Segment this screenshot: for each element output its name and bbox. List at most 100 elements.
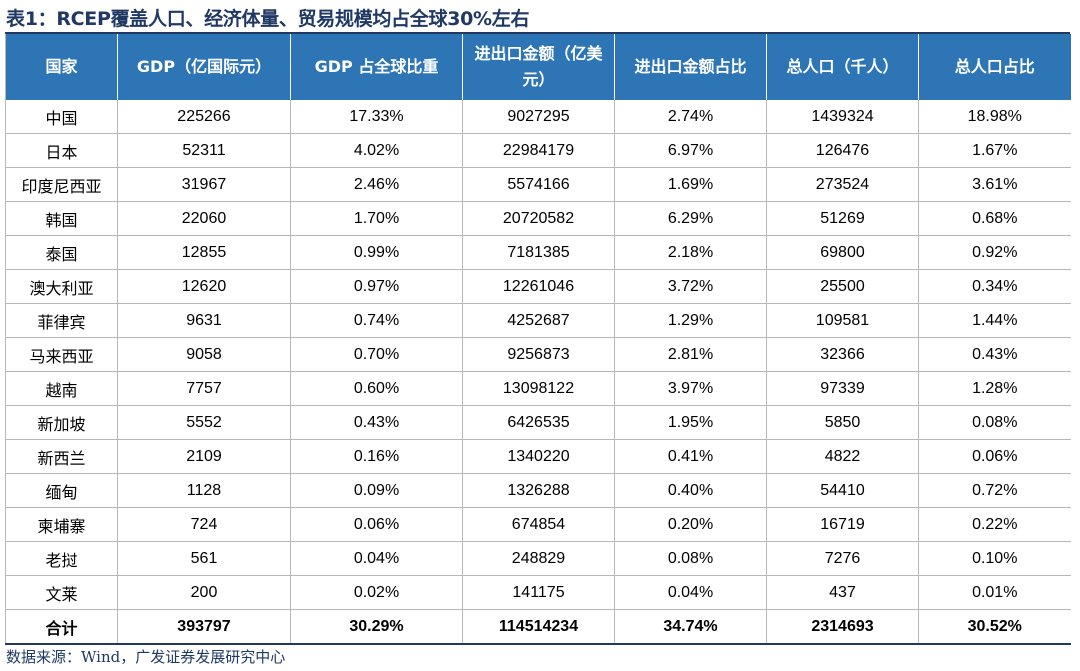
cell-country: 新西兰	[5, 439, 118, 474]
cell-trade: 12261046	[462, 269, 615, 304]
table-row: 菲律宾 9631 0.74% 4252687 1.29% 109581 1.44%	[5, 303, 1071, 338]
cell-trade-share: 2.81%	[614, 337, 767, 372]
cell-trade: 248829	[462, 541, 615, 576]
cell-gdp: 9058	[117, 337, 291, 372]
cell-trade-share: 1.29%	[614, 303, 767, 338]
cell-trade-share: 0.08%	[614, 541, 767, 576]
cell-gdp-share: 0.09%	[290, 473, 463, 508]
cell-population-share: 0.01%	[918, 575, 1071, 610]
cell-country: 印度尼西亚	[5, 167, 118, 202]
table-row: 中国 225266 17.33% 9027295 2.74% 1439324 18.98%	[5, 100, 1071, 134]
header-gdp: GDP（亿国际元）	[117, 34, 291, 100]
cell-country: 新加坡	[5, 405, 118, 440]
cell-trade: 5574166	[462, 167, 615, 202]
cell-gdp: 724	[117, 507, 291, 542]
cell-gdp: 200	[117, 575, 291, 610]
total-trade: 114514234	[462, 609, 615, 645]
cell-population: 51269	[766, 201, 919, 236]
cell-gdp: 12620	[117, 269, 291, 304]
cell-country: 中国	[5, 100, 118, 134]
cell-gdp: 5552	[117, 405, 291, 440]
table-row: 文莱 200 0.02% 141175 0.04% 437 0.01%	[5, 575, 1071, 610]
cell-population-share: 3.61%	[918, 167, 1071, 202]
cell-trade-share: 1.95%	[614, 405, 767, 440]
cell-gdp-share: 4.02%	[290, 133, 463, 168]
cell-population: 69800	[766, 235, 919, 270]
total-gdp: 393797	[117, 609, 291, 645]
cell-population: 54410	[766, 473, 919, 508]
cell-population: 126476	[766, 133, 919, 168]
table-row: 韩国 22060 1.70% 20720582 6.29% 51269 0.68%	[5, 201, 1071, 236]
cell-population-share: 1.28%	[918, 371, 1071, 406]
cell-population: 5850	[766, 405, 919, 440]
cell-trade: 4252687	[462, 303, 615, 338]
cell-country: 日本	[5, 133, 118, 168]
total-population-share: 30.52%	[918, 609, 1071, 645]
cell-gdp-share: 0.60%	[290, 371, 463, 406]
cell-gdp: 1128	[117, 473, 291, 508]
cell-trade: 22984179	[462, 133, 615, 168]
cell-gdp-share: 17.33%	[290, 100, 463, 134]
cell-country: 柬埔寨	[5, 507, 118, 542]
cell-population-share: 18.98%	[918, 100, 1071, 134]
cell-population: 1439324	[766, 100, 919, 134]
cell-trade-share: 2.18%	[614, 235, 767, 270]
cell-country: 马来西亚	[5, 337, 118, 372]
source-note: 数据来源：Wind，广发证券发展研究中心	[6, 648, 286, 666]
cell-gdp-share: 0.16%	[290, 439, 463, 474]
cell-gdp-share: 0.74%	[290, 303, 463, 338]
header-population-share: 总人口占比	[918, 34, 1071, 100]
cell-trade: 674854	[462, 507, 615, 542]
cell-gdp-share: 2.46%	[290, 167, 463, 202]
cell-gdp-share: 0.06%	[290, 507, 463, 542]
cell-gdp-share: 0.02%	[290, 575, 463, 610]
cell-gdp: 2109	[117, 439, 291, 474]
cell-population-share: 0.06%	[918, 439, 1071, 474]
cell-population: 109581	[766, 303, 919, 338]
table-row: 泰国 12855 0.99% 7181385 2.18% 69800 0.92%	[5, 235, 1071, 270]
cell-trade: 1340220	[462, 439, 615, 474]
total-country: 合计	[5, 609, 118, 645]
cell-population: 16719	[766, 507, 919, 542]
cell-country: 老挝	[5, 541, 118, 576]
cell-trade-share: 3.72%	[614, 269, 767, 304]
rcep-table: 国家 GDP（亿国际元） GDP 占全球比重 进出口金额（亿美元） 进出口金额占比 总人口…	[5, 34, 1071, 645]
cell-country: 缅甸	[5, 473, 118, 508]
cell-country: 文莱	[5, 575, 118, 610]
cell-trade: 6426535	[462, 405, 615, 440]
cell-population-share: 1.67%	[918, 133, 1071, 168]
cell-population-share: 1.44%	[918, 303, 1071, 338]
cell-population: 437	[766, 575, 919, 610]
cell-trade-share: 0.41%	[614, 439, 767, 474]
cell-trade: 7181385	[462, 235, 615, 270]
header-population: 总人口（千人）	[766, 34, 919, 100]
table-row: 新加坡 5552 0.43% 6426535 1.95% 5850 0.08%	[5, 405, 1071, 440]
cell-population-share: 0.43%	[918, 337, 1071, 372]
total-row: 合计 393797 30.29% 114514234 34.74% 2314693 30.5…	[5, 609, 1071, 645]
header-trade: 进出口金额（亿美元）	[462, 34, 615, 100]
cell-trade: 13098122	[462, 371, 615, 406]
cell-population-share: 0.08%	[918, 405, 1071, 440]
cell-trade-share: 6.97%	[614, 133, 767, 168]
cell-population: 97339	[766, 371, 919, 406]
cell-gdp-share: 0.97%	[290, 269, 463, 304]
cell-population-share: 0.22%	[918, 507, 1071, 542]
cell-gdp: 52311	[117, 133, 291, 168]
cell-population: 4822	[766, 439, 919, 474]
cell-gdp-share: 0.99%	[290, 235, 463, 270]
cell-gdp: 7757	[117, 371, 291, 406]
cell-country: 韩国	[5, 201, 118, 236]
cell-trade: 9027295	[462, 100, 615, 134]
cell-trade: 20720582	[462, 201, 615, 236]
table-row: 马来西亚 9058 0.70% 9256873 2.81% 32366 0.43%	[5, 337, 1071, 372]
header-trade-share: 进出口金额占比	[614, 34, 767, 100]
cell-country: 泰国	[5, 235, 118, 270]
cell-population: 32366	[766, 337, 919, 372]
cell-population-share: 0.34%	[918, 269, 1071, 304]
total-population: 2314693	[766, 609, 919, 645]
cell-trade-share: 0.40%	[614, 473, 767, 508]
cell-gdp: 9631	[117, 303, 291, 338]
table-row: 澳大利亚 12620 0.97% 12261046 3.72% 25500 0.34%	[5, 269, 1071, 304]
cell-gdp-share: 1.70%	[290, 201, 463, 236]
cell-gdp: 31967	[117, 167, 291, 202]
